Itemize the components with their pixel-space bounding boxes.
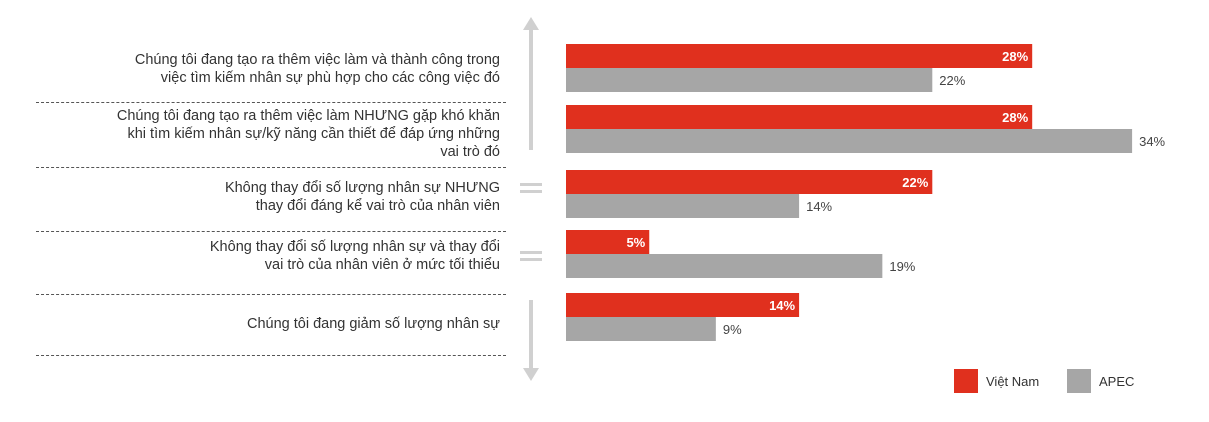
bar-apec bbox=[566, 254, 883, 278]
category-label-line: Chúng tôi đang tạo ra thêm việc làm và t… bbox=[134, 52, 500, 68]
bar-vietnam bbox=[566, 44, 1033, 68]
bar-group: 14% 9% bbox=[566, 293, 800, 341]
legend-label: APEC bbox=[1099, 374, 1135, 389]
category-divider bbox=[36, 102, 506, 103]
legend-swatch bbox=[1067, 369, 1091, 393]
data-label-apec: 14% bbox=[806, 199, 832, 214]
category-label-line: việc tìm kiếm nhân sự phù hợp cho các cô… bbox=[160, 70, 500, 86]
data-label-apec: 22% bbox=[939, 73, 965, 88]
side-axis bbox=[520, 17, 542, 381]
category-label-line: vai trò của nhân viên ở mức tối thiểu bbox=[264, 257, 500, 273]
category-label-line: Không thay đổi số lượng nhân sự NHƯNG bbox=[224, 180, 500, 196]
equals-icon-top-bar bbox=[520, 183, 542, 186]
data-label-apec: 19% bbox=[889, 259, 915, 274]
bar-group: 28% 22% bbox=[566, 44, 1033, 92]
arrow-down-icon bbox=[523, 368, 539, 381]
equals-icon-bottom-bar bbox=[520, 190, 542, 193]
bar-vietnam bbox=[566, 105, 1033, 129]
legend-label: Việt Nam bbox=[986, 374, 1040, 389]
data-label-vietnam: 5% bbox=[626, 235, 645, 250]
category-label-line: Không thay đổi số lượng nhân sự và thay … bbox=[209, 239, 500, 255]
category-label-line: Chúng tôi đang giảm số lượng nhân sự bbox=[246, 316, 500, 332]
category-label-line: khi tìm kiếm nhân sự/kỹ năng cần thiết đ… bbox=[127, 126, 500, 142]
bar-vietnam bbox=[566, 230, 650, 254]
data-label-apec: 34% bbox=[1139, 134, 1165, 149]
category-label-line: vai trò đó bbox=[440, 144, 500, 160]
bar-apec bbox=[566, 68, 933, 92]
equals-icon-top-bar bbox=[520, 251, 542, 254]
category-divider bbox=[36, 231, 506, 232]
category-label-line: thay đổi đáng kể vai trò của nhân viên bbox=[255, 198, 500, 214]
category-divider bbox=[36, 294, 506, 295]
category-divider bbox=[36, 355, 506, 356]
bar-apec bbox=[566, 129, 1133, 153]
bar-group: 28% 34% bbox=[566, 105, 1166, 153]
bar-apec bbox=[566, 194, 800, 218]
category-label: Không thay đổi số lượng nhân sự NHƯNG tha… bbox=[30, 179, 500, 215]
bar-vietnam bbox=[566, 293, 800, 317]
equals-icon-bottom-bar bbox=[520, 258, 542, 261]
category-divider bbox=[36, 167, 506, 168]
bar-vietnam bbox=[566, 170, 933, 194]
category-label: Chúng tôi đang tạo ra thêm việc làm và t… bbox=[30, 51, 500, 87]
category-label: Không thay đổi số lượng nhân sự và thay … bbox=[30, 238, 500, 274]
bar-group: 5% 19% bbox=[566, 230, 916, 278]
arrow-up-icon bbox=[523, 17, 539, 30]
category-label: Chúng tôi đang tạo ra thêm việc làm NHƯN… bbox=[30, 107, 500, 161]
data-label-vietnam: 22% bbox=[902, 175, 928, 190]
data-label-vietnam: 28% bbox=[1002, 49, 1028, 64]
data-label-vietnam: 14% bbox=[769, 298, 795, 313]
bar-group: 22% 14% bbox=[566, 170, 933, 218]
category-label-line: Chúng tôi đang tạo ra thêm việc làm NHƯN… bbox=[116, 108, 500, 124]
bar-apec bbox=[566, 317, 716, 341]
legend-swatch bbox=[954, 369, 978, 393]
category-label: Chúng tôi đang giảm số lượng nhân sự bbox=[30, 315, 500, 333]
data-label-vietnam: 28% bbox=[1002, 110, 1028, 125]
data-label-apec: 9% bbox=[723, 322, 742, 337]
